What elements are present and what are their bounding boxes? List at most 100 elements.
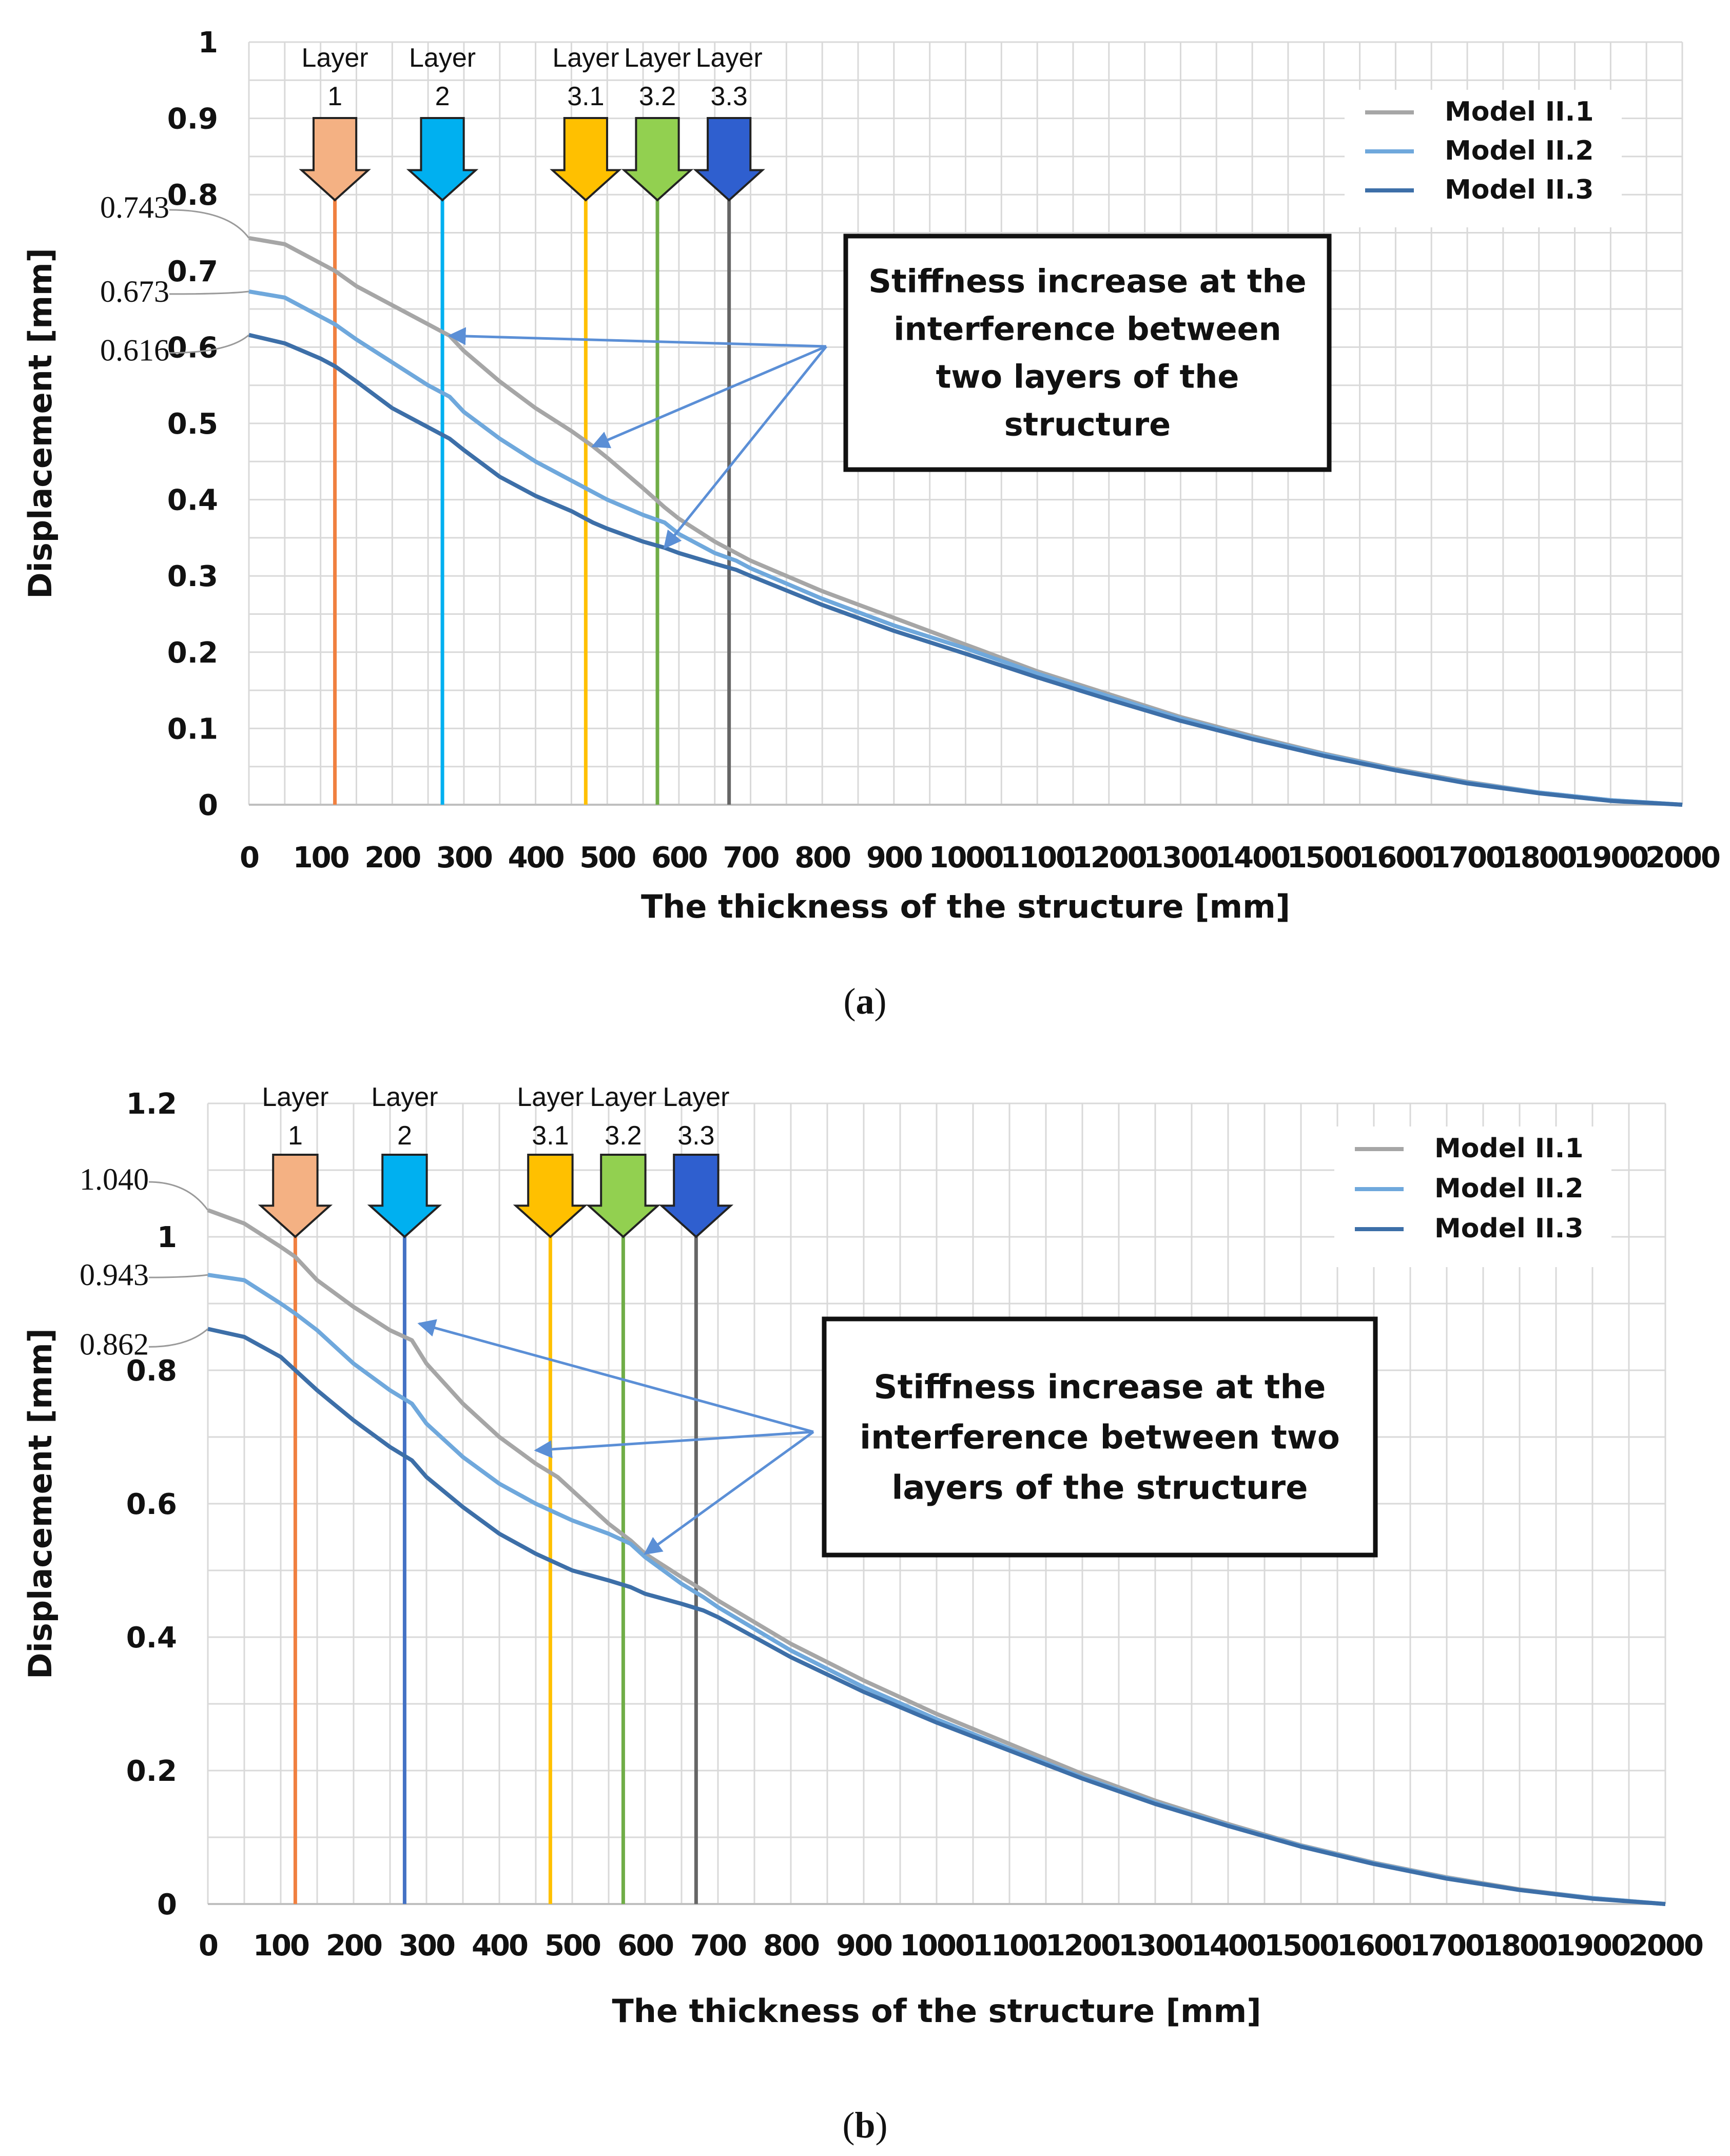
series-line-model-3 bbox=[248, 333, 1683, 807]
layer-arrow-icon bbox=[258, 1154, 333, 1238]
start-callout-leader bbox=[169, 209, 250, 239]
y-tick-label: 0.2 bbox=[167, 636, 218, 670]
caption-a-letter: a bbox=[856, 981, 874, 1022]
layer-label: Layer bbox=[262, 1082, 328, 1112]
annotation-text-line: Stiffness increase at the bbox=[868, 263, 1306, 300]
layer-arrow-icon bbox=[586, 1154, 661, 1238]
y-tick-label: 0.4 bbox=[167, 484, 218, 517]
start-value-callout: 0.673 bbox=[100, 275, 169, 308]
annotation-box bbox=[843, 234, 1332, 472]
annotation-text-line: structure bbox=[1004, 406, 1171, 443]
layer-label-number: 3.3 bbox=[677, 1121, 714, 1151]
x-tick-label: 100 bbox=[293, 841, 349, 875]
layer-label-number: 2 bbox=[397, 1121, 412, 1151]
x-tick-label: 1700 bbox=[1410, 1929, 1484, 1963]
layer-label: Layer bbox=[409, 43, 476, 73]
x-tick-label: 1000 bbox=[929, 841, 1003, 875]
x-tick-label: 900 bbox=[866, 841, 922, 875]
x-tick-label: 1900 bbox=[1573, 841, 1648, 875]
chart-a: 0 100 200 300 400 500 600 700 800 900 100011001200… bbox=[22, 26, 1721, 925]
y-tick-label: 0.4 bbox=[126, 1621, 177, 1655]
y-tick-label: 0.8 bbox=[167, 179, 218, 212]
series-line-model-3 bbox=[207, 1327, 1666, 1906]
layer-arrow-icon bbox=[550, 117, 622, 202]
layer-label: Layer bbox=[696, 43, 763, 73]
layer-arrow-icon bbox=[367, 1154, 442, 1238]
x-axis-title: The thickness of the structure [mm] bbox=[612, 1992, 1261, 2030]
x-tick-label: 800 bbox=[794, 841, 850, 875]
x-tick-label: 1400 bbox=[1191, 1929, 1266, 1963]
y-tick-label: 0 bbox=[157, 1888, 177, 1921]
legend-label: Model II.1 bbox=[1445, 96, 1594, 127]
x-tick-label: 2000 bbox=[1645, 841, 1720, 875]
x-tick-label: 900 bbox=[836, 1929, 892, 1963]
x-tick-label: 0 bbox=[240, 841, 259, 875]
annotation-text-line: Stiffness increase at the bbox=[874, 1368, 1326, 1406]
layer-label: Layer bbox=[624, 43, 691, 73]
layer-label: Layer bbox=[590, 1082, 656, 1112]
annotation-arrow bbox=[591, 345, 827, 449]
start-value-callout: 1.040 bbox=[80, 1162, 149, 1196]
annotation-text-line: two layers of the bbox=[936, 358, 1239, 396]
layer-label: Layer bbox=[552, 43, 619, 73]
x-tick-label: 300 bbox=[399, 1929, 455, 1963]
x-tick-label: 1800 bbox=[1502, 841, 1577, 875]
annotation-arrow bbox=[663, 345, 827, 549]
y-tick-label: 0.8 bbox=[126, 1354, 177, 1388]
layer-label-number: 1 bbox=[288, 1121, 303, 1151]
start-value-callout: 0.943 bbox=[80, 1258, 149, 1292]
y-tick-label: 0.5 bbox=[167, 407, 218, 441]
x-axis-title: The thickness of the structure [mm] bbox=[641, 888, 1290, 925]
layer-label-number: 3.1 bbox=[532, 1121, 569, 1151]
y-axis-title: Displacement [mm] bbox=[22, 248, 59, 599]
y-tick-label: 1 bbox=[198, 26, 218, 60]
annotation-text-line: interference between two bbox=[860, 1419, 1340, 1456]
layer-label: Layer bbox=[371, 1082, 438, 1112]
y-tick-label: 0.2 bbox=[126, 1755, 177, 1788]
x-tick-label: 2000 bbox=[1628, 1929, 1703, 1963]
x-tick-label: 1600 bbox=[1337, 1929, 1411, 1963]
annotation-arrow bbox=[417, 1319, 814, 1433]
legend-label: Model II.2 bbox=[1445, 135, 1594, 166]
layer-arrow-icon bbox=[658, 1154, 734, 1238]
x-tick-label: 1100 bbox=[973, 1929, 1047, 1963]
x-tick-label: 400 bbox=[508, 841, 564, 875]
x-tick-label: 1100 bbox=[1000, 841, 1075, 875]
legend-label: Model II.1 bbox=[1434, 1133, 1584, 1164]
layer-label-number: 1 bbox=[327, 82, 342, 111]
legend-label: Model II.3 bbox=[1445, 174, 1594, 205]
x-tick-label: 1300 bbox=[1118, 1929, 1193, 1963]
x-tick-label: 700 bbox=[723, 841, 779, 875]
x-tick-label: 1200 bbox=[1045, 1929, 1120, 1963]
x-tick-label: 1900 bbox=[1556, 1929, 1630, 1963]
x-tick-label: 800 bbox=[763, 1929, 819, 1963]
start-callout-leader bbox=[169, 290, 249, 295]
start-value-callout: 0.616 bbox=[100, 334, 169, 367]
layer-arrow-icon bbox=[299, 117, 371, 202]
y-tick-label: 0.1 bbox=[167, 712, 218, 746]
annotation-box bbox=[822, 1316, 1378, 1558]
x-tick-label: 1300 bbox=[1144, 841, 1218, 875]
x-tick-label: 1400 bbox=[1215, 841, 1290, 875]
y-tick-label: 0.7 bbox=[167, 255, 218, 288]
x-tick-label: 100 bbox=[253, 1929, 309, 1963]
layer-label-number: 3.1 bbox=[567, 82, 604, 111]
caption-a: (a) bbox=[843, 981, 887, 1022]
layer-label-number: 3.2 bbox=[605, 1121, 642, 1151]
start-callout-leader bbox=[148, 1328, 208, 1348]
layer-arrow-icon bbox=[621, 117, 694, 202]
y-tick-label: 0.6 bbox=[167, 331, 218, 364]
x-tick-label: 300 bbox=[436, 841, 492, 875]
layer-arrow-icon bbox=[693, 117, 765, 202]
start-callout-leader bbox=[169, 334, 249, 354]
layer-label: Layer bbox=[517, 1082, 584, 1112]
layer-arrow-icon bbox=[406, 117, 479, 202]
x-tick-label: 1500 bbox=[1287, 841, 1362, 875]
layer-label: Layer bbox=[302, 43, 368, 73]
x-tick-label: 500 bbox=[579, 841, 635, 875]
start-value-callout: 0.743 bbox=[100, 190, 169, 224]
y-tick-label: 0 bbox=[198, 789, 218, 822]
x-tick-label: 1500 bbox=[1264, 1929, 1338, 1963]
caption-b-letter: b bbox=[854, 2105, 876, 2146]
x-tick-label: 200 bbox=[364, 841, 420, 875]
